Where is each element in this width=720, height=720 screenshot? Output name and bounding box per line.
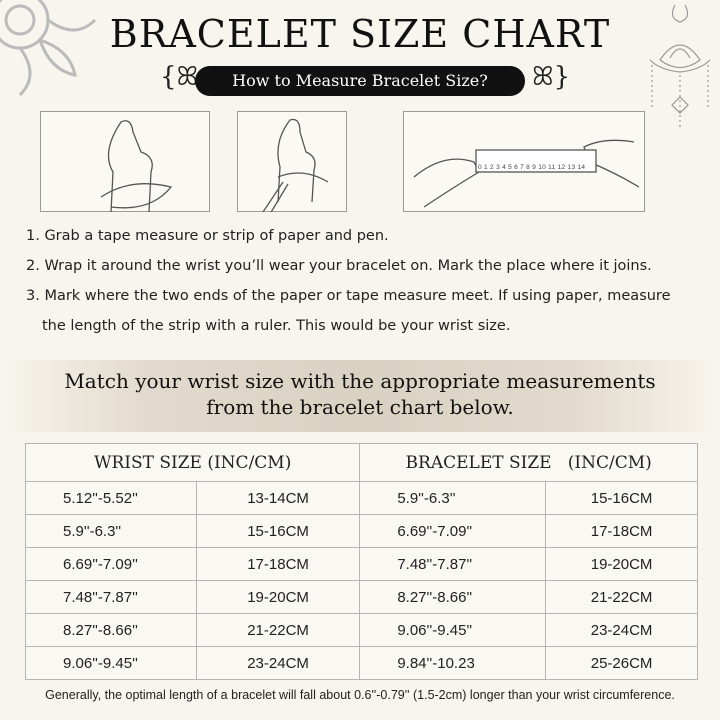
bracelet-inches-cell: 9.84''-10.23 (359, 646, 547, 680)
left-flourish-icon: {ꕤ (160, 62, 199, 92)
footnote: Generally, the optimal length of a brace… (45, 688, 675, 702)
bracelet-inches-cell: 8.27''-8.66'' (359, 580, 547, 614)
bracelet-inches-cell: 6.69''-7.09'' (359, 514, 547, 548)
subtitle-badge: How to Measure Bracelet Size? (195, 66, 525, 96)
wrist-inches-cell: 5.12''-5.52'' (25, 481, 197, 515)
wrist-cm-cell: 23-24CM (195, 646, 361, 680)
lotus-hanging-decoration-icon (649, 4, 711, 130)
size-table: WRIST SIZE (INC/CM) BRACELET SIZE (INC/C… (24, 443, 698, 680)
bracelet-inches-cell: 7.48''-7.87'' (359, 547, 547, 581)
bracelet-cm-cell: 19-20CM (545, 547, 698, 581)
table-row: 7.48''-7.87'' 19-20CM 8.27''-8.66'' 21-22CM (25, 580, 698, 614)
bracelet-cm-cell: 17-18CM (545, 514, 698, 548)
bracelet-cm-cell: 25-26CM (545, 646, 698, 680)
table-row: 8.27''-8.66'' 21-22CM 9.06''-9.45'' 23-24CM (25, 613, 698, 647)
hands-with-ruler-icon (413, 139, 640, 208)
illustration-hand-mark (237, 111, 347, 215)
table-row: 5.9''-6.3'' 15-16CM 6.69''-7.09'' 17-18CM (25, 514, 698, 548)
table-row: 6.69''-7.09'' 17-18CM 7.48''-7.87'' 19-20CM (25, 547, 698, 581)
wrist-cm-cell: 19-20CM (195, 580, 361, 614)
match-text: Match your wrist size with the appropria… (0, 368, 720, 420)
bracelet-cm-cell: 15-16CM (545, 481, 698, 515)
bracelet-size-header: BRACELET SIZE (INC/CM) (359, 443, 698, 482)
wrist-cm-cell: 15-16CM (195, 514, 361, 548)
bracelet-cm-cell: 23-24CM (545, 613, 698, 647)
wrist-inches-cell: 7.48''-7.87'' (25, 580, 197, 614)
match-banner (0, 360, 720, 432)
wrist-inches-cell: 8.27''-8.66'' (25, 613, 197, 647)
bracelet-cm-cell: 21-22CM (545, 580, 698, 614)
hand-with-tape-icon (100, 120, 173, 213)
wrist-inches-cell: 9.06''-9.45'' (25, 646, 197, 680)
hand-with-pen-icon (262, 118, 329, 215)
step-2: 2. Wrap it around the wrist you’ll wear … (26, 258, 652, 274)
table-header-row: WRIST SIZE (INC/CM) BRACELET SIZE (INC/C… (24, 443, 698, 482)
step-3: 3. Mark where the two ends of the paper … (26, 288, 671, 304)
ruler-numbers: 0 1 2 3 4 5 6 7 8 9 10 11 12 13 14 (478, 164, 586, 171)
step-1: 1. Grab a tape measure or strip of paper… (26, 228, 389, 244)
wrist-cm-cell: 17-18CM (195, 547, 361, 581)
table-row: 5.12''-5.52'' 13-14CM 5.9''-6.3'' 15-16CM (25, 481, 698, 515)
wrist-cm-cell: 13-14CM (195, 481, 361, 515)
mandala-decoration-icon (0, 0, 97, 97)
wrist-size-header: WRIST SIZE (INC/CM) (24, 443, 361, 482)
illustration-hand-wrap (40, 111, 210, 213)
page-title: BRACELET SIZE CHART (109, 12, 611, 56)
match-line-1: Match your wrist size with the appropria… (64, 369, 656, 393)
step-3-continued: the length of the strip with a ruler. Th… (42, 318, 511, 334)
match-line-2: from the bracelet chart below. (206, 395, 514, 419)
illustration-ruler: 0 1 2 3 4 5 6 7 8 9 10 11 12 13 14 (403, 111, 645, 212)
wrist-inches-cell: 6.69''-7.09'' (25, 547, 197, 581)
bracelet-inches-cell: 5.9''-6.3'' (359, 481, 547, 515)
table-row: 9.06''-9.45'' 23-24CM 9.84''-10.23 25-26CM (25, 646, 698, 680)
right-flourish-icon: ꕤ} (532, 62, 571, 92)
wrist-inches-cell: 5.9''-6.3'' (25, 514, 197, 548)
bracelet-inches-cell: 9.06''-9.45'' (359, 613, 547, 647)
wrist-cm-cell: 21-22CM (195, 613, 361, 647)
